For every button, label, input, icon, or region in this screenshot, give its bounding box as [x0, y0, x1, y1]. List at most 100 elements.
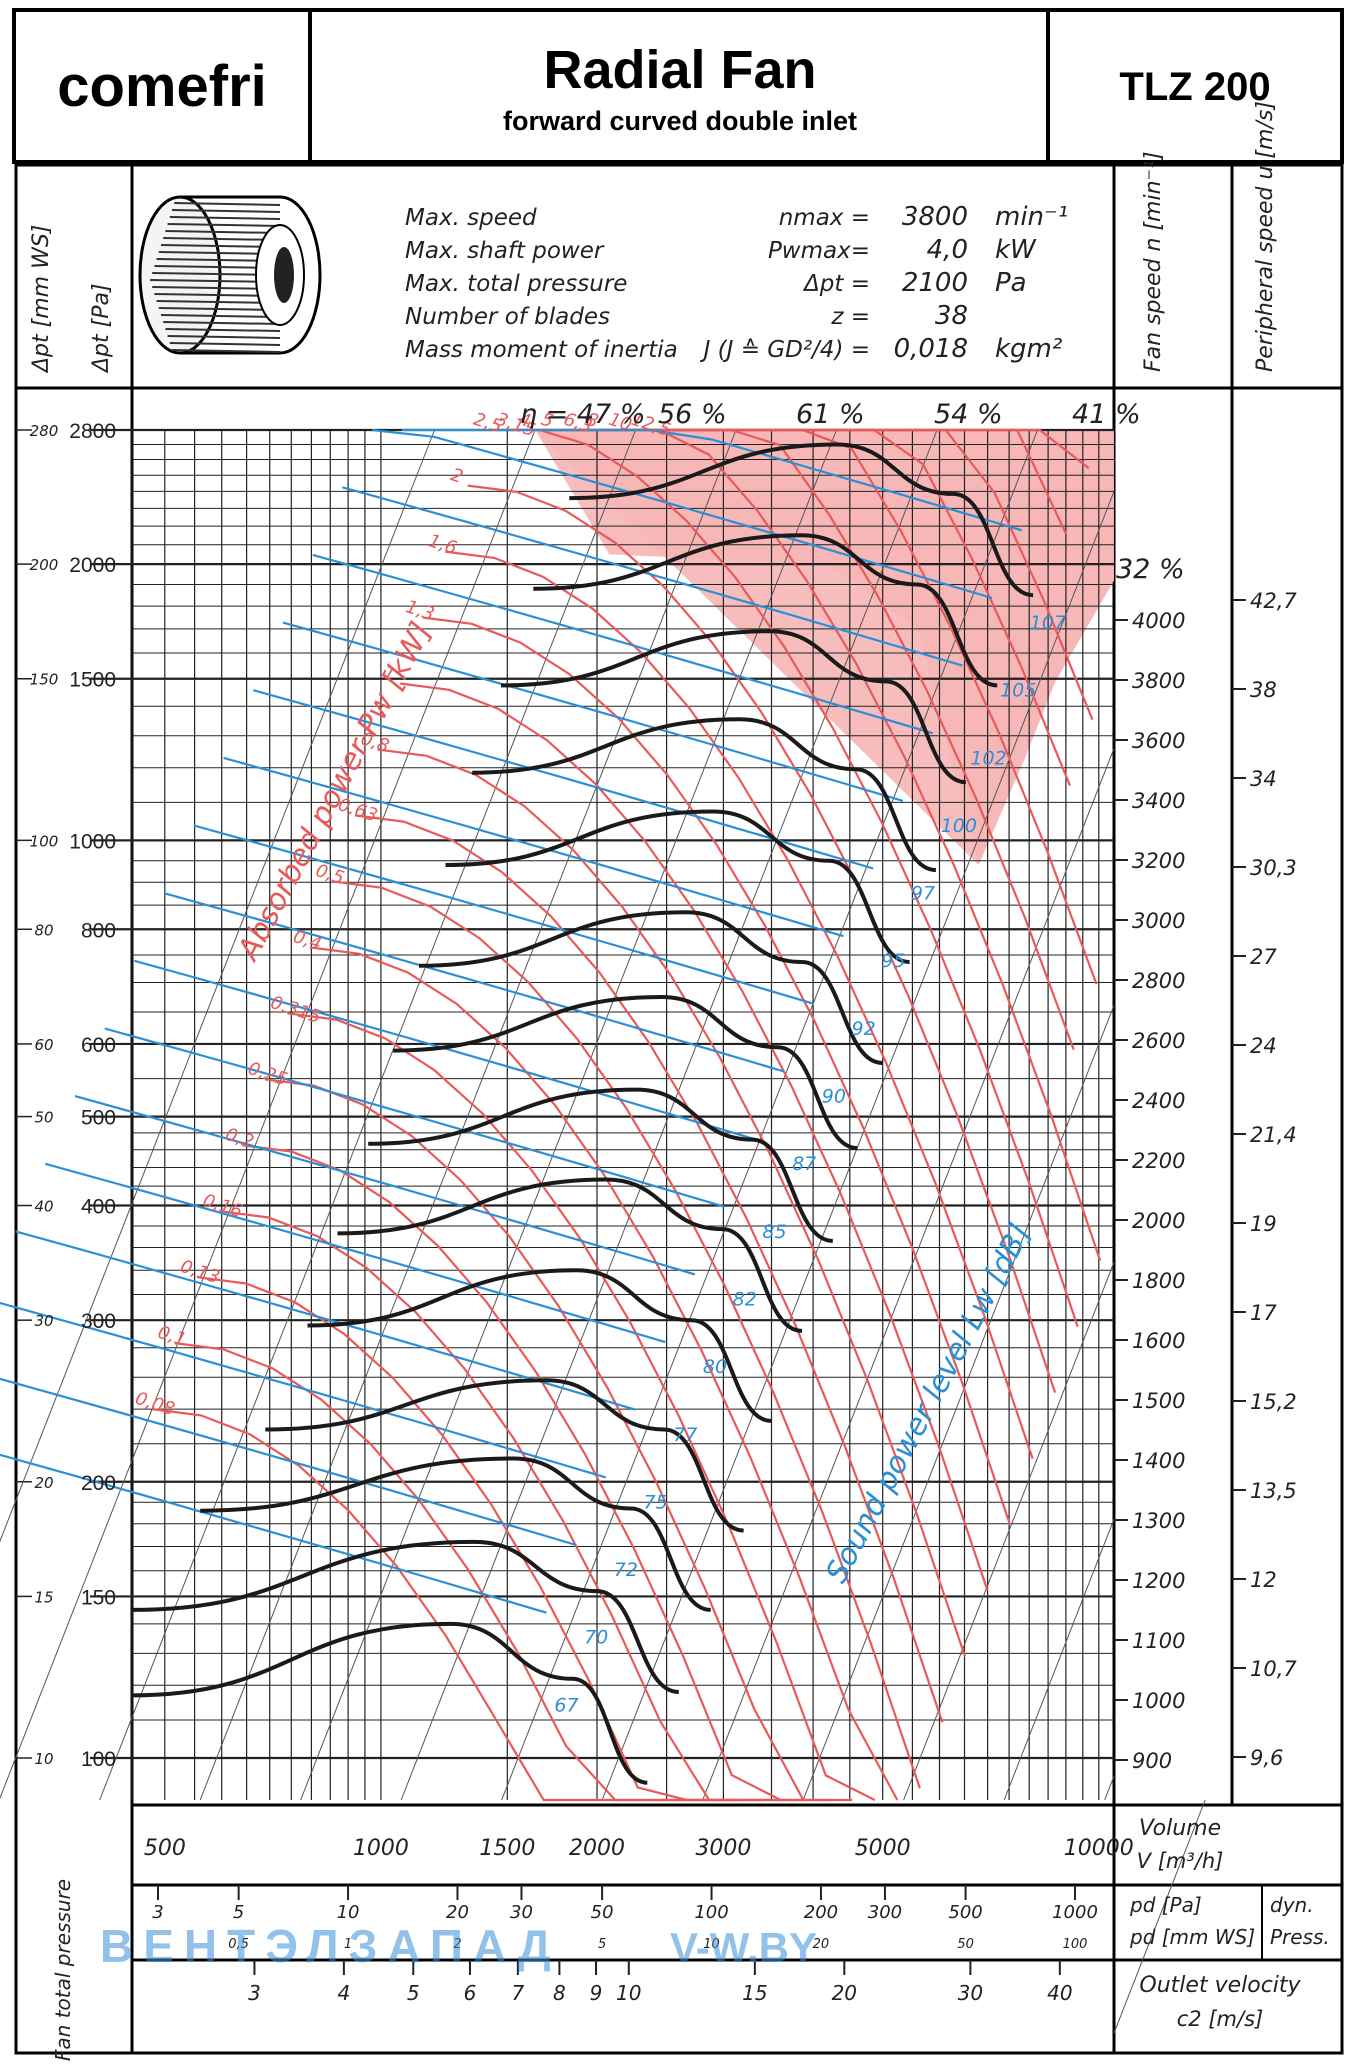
speed-tick-label: 3400	[1132, 789, 1185, 813]
power-curve	[422, 616, 1012, 1525]
power-label: 0,315	[268, 992, 323, 1028]
sound-label: 85	[762, 1221, 786, 1243]
power-label: 2	[448, 464, 465, 488]
fan-speed-curve	[131, 1539, 680, 1694]
spec-label: Max. speed	[405, 205, 537, 231]
blade-line	[163, 237, 281, 241]
system-line	[1104, 1775, 1115, 1801]
fan-speed-curve	[337, 1177, 803, 1333]
power-curve	[332, 880, 921, 1789]
peripheral-tick-label: 30,3	[1250, 856, 1297, 880]
blade-line	[171, 209, 281, 213]
x-tick-label: 1500	[479, 1836, 535, 1861]
efficiency-label: η = 47 %	[520, 399, 646, 430]
pd-mm-tick-label: 2	[453, 1937, 461, 1952]
power-curve	[264, 1078, 853, 1802]
y-tick-label-pa: 1000	[69, 830, 116, 853]
speed-tick-label: 1500	[1132, 1389, 1185, 1413]
spec-symbol: Δpt =	[802, 271, 870, 297]
speed-tick-label: 4000	[1132, 609, 1185, 633]
pd-pa-tick-label: 500	[948, 1902, 982, 1923]
system-line	[99, 429, 636, 1801]
power-label: 0,2	[223, 1124, 257, 1153]
peripheral-tick-label: 17	[1250, 1301, 1277, 1325]
power-curve	[490, 428, 1079, 1327]
pd-pa-tick-label: 20	[446, 1902, 469, 1923]
c2-tick-label: 4	[338, 1981, 351, 2005]
y-tick-label-pa: 400	[81, 1196, 116, 1219]
x-tick-label: 2000	[569, 1836, 625, 1861]
sound-curve	[193, 824, 815, 1005]
sound-curve	[223, 756, 844, 938]
press-title: Press.	[1270, 1925, 1330, 1949]
peripheral-tick-label: 38	[1250, 678, 1277, 702]
power-label: 0,4	[290, 926, 324, 955]
sound-curve	[0, 1377, 577, 1547]
bottom-titles: Volume V [m³/h] pd [Pa] pd [mm WS] dyn. …	[51, 1816, 1330, 2061]
fan-speed-curve	[200, 1456, 711, 1612]
y-tick-label-mmws: 40	[34, 1198, 53, 1216]
header: comefri Radial Fan forward curved double…	[12, 8, 1344, 164]
speed-tick-label: 1300	[1132, 1509, 1185, 1533]
blade-line	[169, 216, 281, 220]
y-tick-label-pa: 1500	[69, 669, 116, 692]
c2-tick-label: 6	[464, 1981, 477, 2005]
spec-label: Max. total pressure	[405, 271, 627, 297]
fan-speed-curve	[445, 809, 910, 964]
power-curve	[445, 550, 1034, 1459]
system-line	[802, 1005, 1115, 1801]
fan-speed-curve	[418, 910, 883, 1065]
speed-tick-label: 1600	[1132, 1329, 1185, 1353]
axis-title-peripheral-speed: Peripheral speed u [m/s]	[1253, 101, 1278, 372]
y-tick-label-mmws: 150	[30, 671, 59, 689]
pd-pa-tick-label: 100	[694, 1902, 728, 1923]
spec-value: 38	[935, 301, 968, 331]
volume-title: Volume	[1139, 1816, 1221, 1841]
sound-label: 92	[852, 1018, 876, 1040]
volume-unit: V [m³/h]	[1137, 1849, 1224, 1873]
sound-label: 97	[911, 883, 935, 905]
power-curve	[648, 428, 1090, 469]
spec-value: 4,0	[927, 235, 968, 265]
spec-label: Max. shaft power	[405, 238, 605, 264]
system-line	[1113, 1799, 1206, 2034]
c2-tick-label: 15	[742, 1981, 767, 2005]
spec-label: Number of blades	[405, 304, 610, 330]
system-line	[601, 491, 1115, 1801]
blade-line	[165, 328, 281, 332]
peripheral-tick-label: 24	[1250, 1034, 1277, 1058]
speed-tick-label: 2400	[1132, 1089, 1185, 1113]
blade-line	[167, 335, 281, 339]
spec-symbol: Pwmax=	[768, 238, 870, 264]
sound-label: 105	[1000, 680, 1036, 702]
peripheral-tick-label: 19	[1250, 1212, 1277, 1236]
peripheral-tick-label: 12	[1250, 1568, 1277, 1592]
sound-label: 70	[584, 1627, 608, 1649]
peripheral-tick-label: 34	[1250, 767, 1277, 791]
spec-symbol: nmax =	[779, 205, 870, 231]
pd-mm-tick-label: 20	[813, 1937, 830, 1952]
speed-tick-label: 2000	[1132, 1209, 1185, 1233]
c2-tick-label: 10	[616, 1981, 641, 2005]
y-tick-label-mmws: 50	[34, 1109, 53, 1127]
c2-tick-label: 5	[407, 1981, 420, 2005]
pd-mmws-title: pd [mm WS]	[1129, 1925, 1255, 1949]
fan-speed-curve	[393, 994, 858, 1151]
pd-pa-title: pd [Pa]	[1129, 1893, 1202, 1917]
c2-tick-label: 40	[1047, 1981, 1072, 2005]
x-tick-label: 10000	[1064, 1836, 1134, 1861]
system-line	[501, 429, 1038, 1801]
efficiency-label: 61 %	[796, 399, 865, 430]
peripheral-tick-label: 10,7	[1250, 1657, 1297, 1681]
speed-tick-label: 2800	[1132, 969, 1185, 993]
y-tick-label-pa: 200	[81, 1472, 116, 1495]
y-tick-label-pa: 2800	[69, 420, 116, 443]
blade-line	[167, 223, 281, 227]
sound-label: 90	[822, 1086, 846, 1108]
spec-unit: kgm²	[995, 334, 1062, 364]
page-subtitle: forward curved double inlet	[503, 106, 857, 136]
pd-pa-tick-label: 30	[510, 1902, 533, 1923]
speed-tick-label: 2200	[1132, 1149, 1185, 1173]
y-tick-label-pa: 2000	[69, 554, 116, 577]
spec-unit: Pa	[995, 268, 1027, 298]
